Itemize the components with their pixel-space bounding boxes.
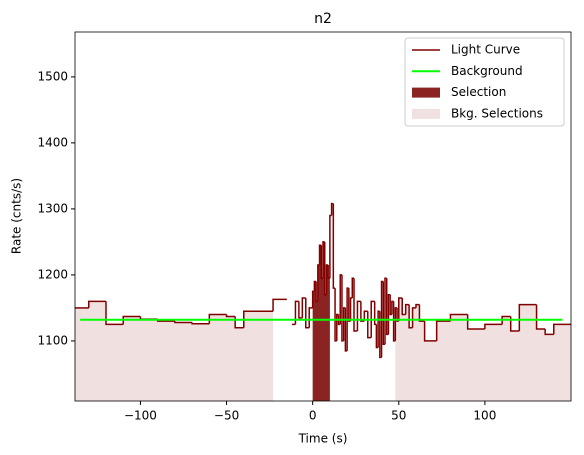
selection: [312, 241, 330, 401]
light-curve-step: [122, 315, 141, 325]
y-axis-label: Rate (cnts/s): [10, 178, 24, 254]
axes-frame: [74, 31, 572, 402]
light-curve-step: [377, 310, 380, 348]
light-curve-step: [356, 300, 361, 332]
light-curve-step: [105, 301, 124, 326]
legend-box: [404, 37, 565, 127]
light-curve-step: [88, 300, 106, 308]
light-curve-step: [535, 304, 546, 330]
light-curve-step: [243, 310, 274, 328]
light-curve-step: [382, 281, 385, 345]
light-curve-step: [191, 322, 210, 325]
light-curve-step: [401, 298, 406, 316]
y-tick-label: 1100: [37, 333, 68, 347]
light-curve-step: [339, 274, 342, 325]
light-curve-step: [360, 301, 365, 322]
light-curve-step: [305, 298, 310, 329]
legend-patch: [412, 108, 440, 119]
light-curve-step: [329, 214, 332, 279]
light-curve-step: [363, 310, 368, 322]
x-tick-label: 0: [309, 409, 317, 423]
light-curve-step: [337, 314, 341, 326]
light-curve-step: [408, 304, 413, 329]
light-curve-step: [484, 323, 503, 330]
y-tick-label: 1500: [37, 69, 68, 83]
x-tick-label: 50: [391, 409, 406, 423]
light-curve-step: [411, 307, 416, 328]
light-curve-step: [384, 277, 387, 345]
x-tick-label: 100: [473, 409, 496, 423]
light-curve-step: [315, 281, 318, 303]
light-curve-step: [404, 303, 410, 315]
plot-area: [75, 202, 571, 401]
x-axis-label: Time (s): [298, 432, 348, 446]
light-curve-step: [174, 321, 193, 324]
light-curve-step: [344, 307, 348, 352]
light-curve-step: [389, 294, 392, 316]
legend-label: Background: [451, 64, 523, 78]
light-curve-step: [398, 297, 403, 322]
light-curve-step: [308, 307, 313, 328]
light-curve-step: [298, 301, 303, 319]
y-tick-label: 1400: [37, 135, 68, 149]
light-curve-step: [317, 264, 320, 302]
x-tick-label: −50: [214, 409, 239, 423]
light-curve-step: [301, 297, 306, 318]
light-curve-step: [351, 277, 354, 299]
y-tick-label: 1200: [37, 267, 68, 281]
light-curve-step: [553, 323, 571, 335]
chart-title: n2: [314, 11, 332, 27]
light-curve-step: [423, 321, 437, 342]
legend-patch: [412, 87, 440, 98]
legend-label: Selection: [451, 85, 506, 99]
legend-label: Light Curve: [451, 43, 520, 57]
light-curve-step: [435, 320, 451, 341]
light-curve-step: [415, 303, 420, 308]
bkg-selection: [395, 298, 571, 401]
light-curve-step: [501, 315, 511, 325]
light-curve-step: [225, 314, 236, 318]
y-tick-label: 1300: [37, 201, 68, 215]
light-curve-step: [370, 300, 375, 338]
legend-label: Bkg. Selections: [451, 106, 543, 120]
light-curve-step: [509, 316, 520, 332]
light-curve-step: [322, 241, 325, 279]
light-curve-step: [353, 278, 358, 332]
light-curve-step: [272, 298, 287, 312]
light-curve-step: [379, 311, 382, 359]
light-curve-step: [323, 241, 327, 296]
light-curve-step: [544, 329, 554, 336]
light-curve-step: [518, 303, 537, 332]
x-tick-label: −100: [124, 409, 157, 423]
bkg-selection: [75, 301, 274, 401]
light-curve-step: [294, 300, 299, 325]
light-curve-step: [418, 304, 425, 322]
